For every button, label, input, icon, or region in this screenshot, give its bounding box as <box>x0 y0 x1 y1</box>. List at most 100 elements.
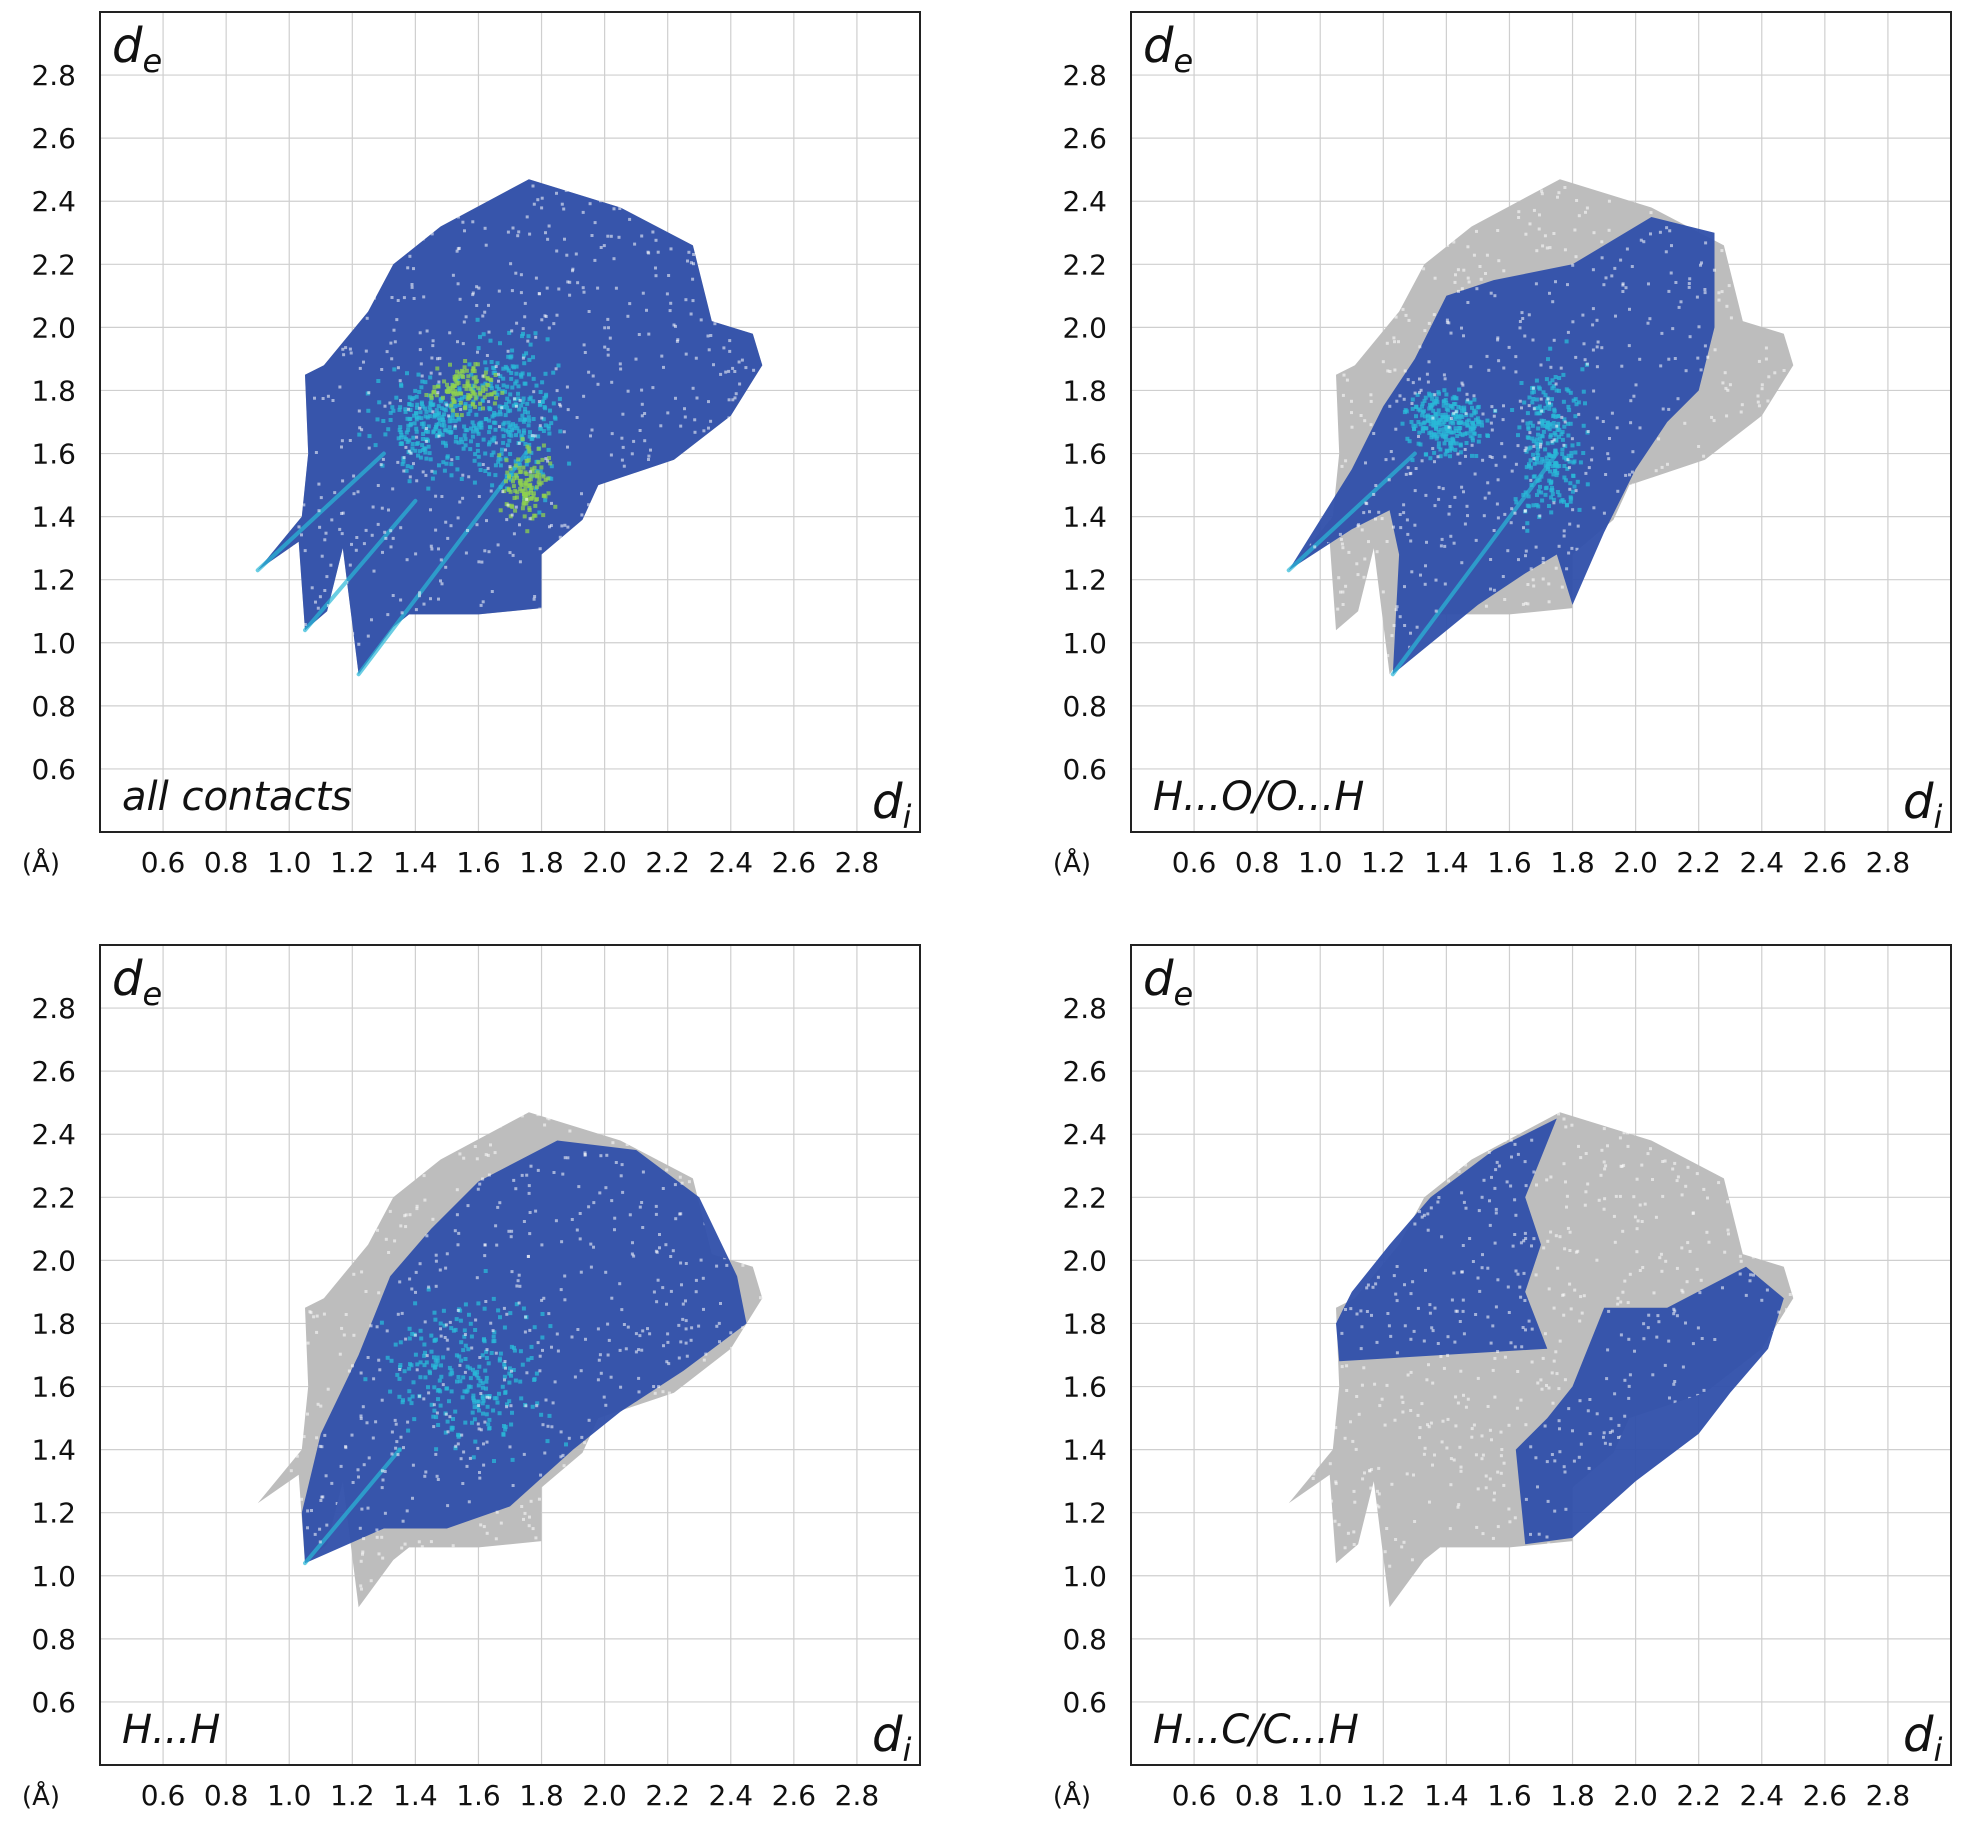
speckle <box>667 274 670 277</box>
speckle <box>1655 469 1658 472</box>
density-point <box>1535 493 1539 497</box>
speckle <box>1316 434 1319 437</box>
speckle <box>1399 394 1402 397</box>
speckle <box>1473 254 1476 257</box>
speckle <box>546 460 549 463</box>
speckle <box>341 439 344 442</box>
speckle <box>680 502 683 505</box>
speckle <box>1703 288 1706 291</box>
speckle <box>512 1484 515 1487</box>
speckle <box>611 1141 614 1144</box>
density-point <box>410 1401 414 1405</box>
speckle <box>1583 1294 1586 1297</box>
speckle <box>1584 1531 1587 1534</box>
speckle <box>1396 1205 1399 1208</box>
speckle <box>325 575 328 578</box>
speckle <box>1742 1496 1745 1499</box>
density-point <box>558 429 562 433</box>
speckle <box>696 1138 699 1141</box>
speckle <box>760 193 763 196</box>
speckle <box>263 469 266 472</box>
density-point <box>1469 413 1473 417</box>
speckle <box>1677 1175 1680 1178</box>
speckle <box>435 1260 438 1263</box>
speckle <box>1407 466 1410 469</box>
speckle <box>415 608 418 611</box>
speckle <box>1341 1365 1344 1368</box>
speckle <box>607 354 610 357</box>
speckle <box>308 1310 311 1313</box>
speckle <box>1405 314 1408 317</box>
speckle <box>1517 444 1520 447</box>
speckle <box>1312 645 1315 648</box>
speckle <box>678 1357 681 1360</box>
speckle <box>1517 558 1520 561</box>
speckle <box>1703 1389 1706 1392</box>
speckle <box>392 537 395 540</box>
speckle <box>1303 206 1306 209</box>
speckle <box>1519 320 1522 323</box>
speckle <box>1313 1123 1316 1126</box>
density-point <box>1477 405 1481 409</box>
speckle <box>686 260 689 263</box>
speckle <box>1657 1320 1660 1323</box>
y-tick-label: 0.6 <box>1062 753 1107 786</box>
density-point <box>1428 456 1432 460</box>
speckle <box>733 280 736 283</box>
speckle <box>1731 1423 1734 1426</box>
speckle <box>1540 190 1543 193</box>
speckle <box>1793 251 1796 254</box>
speckle <box>532 673 535 676</box>
speckle <box>383 1201 386 1204</box>
speckle <box>1558 1419 1561 1422</box>
density-point <box>1538 485 1542 489</box>
speckle <box>302 503 305 506</box>
speckle <box>640 1349 643 1352</box>
speckle <box>716 1456 719 1459</box>
speckle <box>1451 1299 1454 1302</box>
speckle <box>510 1235 513 1238</box>
speckle <box>1632 195 1635 198</box>
speckle <box>1771 593 1774 596</box>
density-point <box>1573 414 1577 418</box>
speckle <box>652 1469 655 1472</box>
speckle <box>509 262 512 265</box>
density-point <box>459 401 463 405</box>
speckle <box>661 643 664 646</box>
speckle <box>535 277 538 280</box>
speckle <box>1514 355 1517 358</box>
speckle <box>1647 282 1650 285</box>
speckle <box>378 1368 381 1371</box>
speckle <box>1669 1479 1672 1482</box>
speckle <box>1532 457 1535 460</box>
speckle <box>343 173 346 176</box>
x-tick-label: 2.0 <box>582 846 627 879</box>
speckle <box>566 526 569 529</box>
speckle <box>1452 241 1455 244</box>
density-point <box>471 367 475 371</box>
speckle <box>1553 438 1556 441</box>
density-point <box>445 456 449 460</box>
speckle <box>1330 464 1333 467</box>
speckle <box>629 1213 632 1216</box>
speckle <box>494 1151 497 1154</box>
speckle <box>1377 651 1380 654</box>
speckle <box>1428 360 1431 363</box>
speckle <box>742 316 745 319</box>
speckle <box>657 251 660 254</box>
speckle <box>1775 421 1778 424</box>
speckle <box>339 1129 342 1132</box>
speckle <box>1418 345 1421 348</box>
speckle <box>641 1566 644 1569</box>
speckle <box>1496 1117 1499 1120</box>
speckle <box>391 1431 394 1434</box>
speckle <box>580 1436 583 1439</box>
speckle <box>1731 1462 1734 1465</box>
speckle <box>607 348 610 351</box>
speckle <box>1402 308 1405 311</box>
density-point <box>552 401 556 405</box>
speckle <box>1402 1601 1405 1604</box>
speckle <box>382 204 385 207</box>
speckle <box>542 1423 545 1426</box>
speckle <box>1454 281 1457 284</box>
